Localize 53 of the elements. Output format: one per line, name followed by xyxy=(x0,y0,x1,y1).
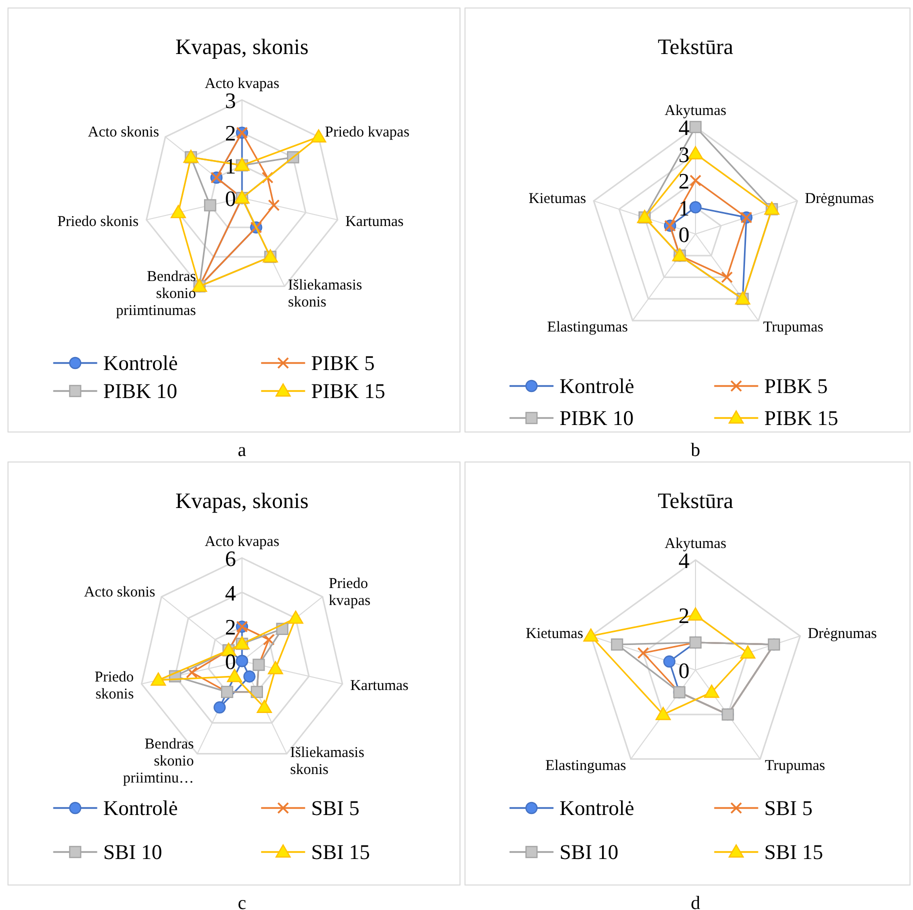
spoke-label: Išliekamasis skonis xyxy=(288,278,362,311)
legend-label: Kontrolė xyxy=(560,374,634,398)
spoke-label: Elastingumas xyxy=(547,320,628,336)
legend-label: SBI 10 xyxy=(103,840,162,864)
spoke-label: Priedo skonis xyxy=(57,214,139,230)
spoke-label: Acto skonis xyxy=(88,124,160,140)
legend-label: SBI 15 xyxy=(764,840,824,864)
spoke-label: Trupumas xyxy=(763,320,824,336)
spoke-label: Priedo skonis xyxy=(94,670,134,703)
spoke-label: Priedo kvapas xyxy=(328,576,371,609)
legend-label: PIBK 10 xyxy=(103,379,178,403)
text: b xyxy=(690,440,700,461)
chart-title: Tekstūra xyxy=(658,34,734,59)
spoke-label: Kietumas xyxy=(526,626,584,642)
legend-label: SBI 5 xyxy=(764,796,813,820)
chart-title: Tekstūra xyxy=(658,488,734,513)
legend-label: Kontrolė xyxy=(103,796,178,820)
legend-label: PIBK 5 xyxy=(311,351,375,375)
legend-label: SBI 15 xyxy=(311,840,370,864)
spoke-label: Acto skonis xyxy=(84,584,156,600)
y-tick-label: 4 xyxy=(225,580,236,606)
y-tick-label: 2 xyxy=(225,120,236,146)
y-tick-label: 0 xyxy=(678,222,690,247)
spoke-label: Bendras skonio priimtinumas xyxy=(116,269,196,320)
spoke-label: Bendras skonio priimtinu… xyxy=(122,736,194,787)
y-tick-label: 0 xyxy=(225,649,236,674)
text: a xyxy=(238,440,247,461)
legend-label: PIBK 5 xyxy=(764,374,828,398)
y-tick-label: 2 xyxy=(225,614,236,640)
chart-title: Kvapas, skonis xyxy=(175,488,309,513)
legend-label: Kontrolė xyxy=(103,351,178,375)
spoke-label: Kartumas xyxy=(350,678,409,694)
legend-label: PIBK 15 xyxy=(764,406,838,430)
y-tick-label: 3 xyxy=(678,142,690,167)
spoke-label: Trupumas xyxy=(764,758,826,774)
legend-label: SBI 5 xyxy=(311,796,360,820)
spoke-label: Išliekamasis skonis xyxy=(290,745,364,778)
spoke-label: Drėgnumas xyxy=(804,190,874,207)
text: c xyxy=(238,893,246,910)
spoke-label: Kartumas xyxy=(345,214,404,230)
y-tick-label: 2 xyxy=(678,168,690,194)
y-tick-label: 0 xyxy=(678,658,690,683)
spoke-label: Priedo kvapas xyxy=(324,124,410,140)
y-tick-label: 0 xyxy=(225,186,236,211)
legend-label: PIBK 10 xyxy=(560,406,634,430)
spoke-label: Drėgnumas xyxy=(808,626,878,642)
spoke-label: Elastingumas xyxy=(545,758,626,774)
chart-title: Kvapas, skonis xyxy=(175,34,309,59)
legend-label: Kontrolė xyxy=(560,796,634,820)
legend-label: SBI 10 xyxy=(560,840,618,864)
text: d xyxy=(690,893,701,910)
spoke-label: Kietumas xyxy=(528,190,586,207)
legend-label: PIBK 15 xyxy=(311,379,386,403)
